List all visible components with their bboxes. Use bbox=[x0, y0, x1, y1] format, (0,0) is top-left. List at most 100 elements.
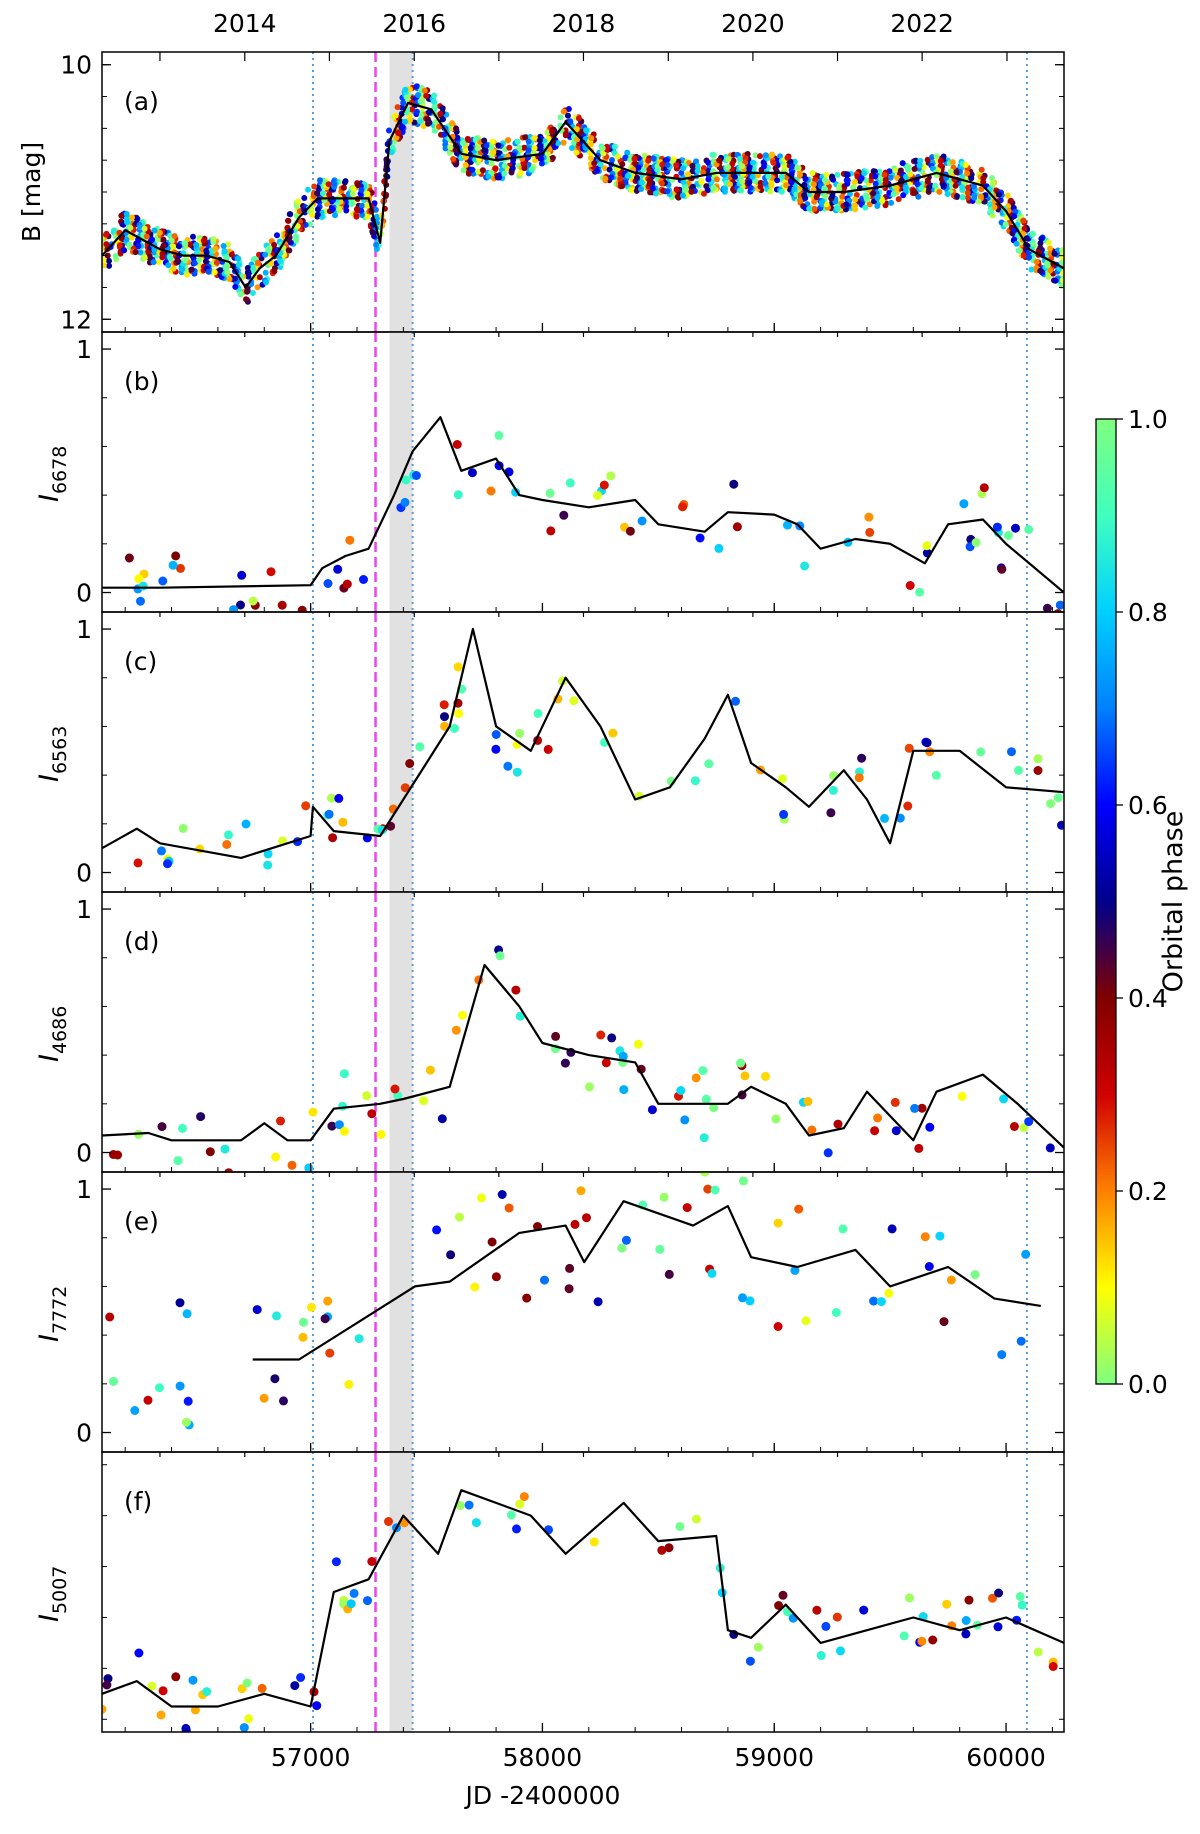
data-point bbox=[588, 135, 595, 142]
data-point bbox=[452, 440, 462, 449]
data-point bbox=[778, 173, 785, 180]
data-point bbox=[866, 201, 873, 208]
data-point bbox=[331, 1557, 341, 1567]
data-point bbox=[736, 155, 743, 162]
data-point bbox=[870, 1126, 880, 1136]
data-point bbox=[911, 189, 918, 196]
data-point bbox=[565, 106, 572, 112]
data-point bbox=[224, 830, 233, 840]
data-point bbox=[394, 104, 401, 111]
data-point bbox=[1048, 1662, 1058, 1671]
colorbar-tick-label: 0.8 bbox=[1128, 598, 1168, 627]
data-point bbox=[171, 233, 178, 239]
data-point bbox=[738, 1293, 747, 1303]
panel-plot-area bbox=[102, 1452, 1064, 1732]
data-point bbox=[423, 92, 430, 99]
data-point bbox=[882, 202, 889, 209]
data-point bbox=[277, 600, 287, 610]
data-point bbox=[811, 205, 818, 212]
data-point bbox=[757, 183, 764, 190]
data-point bbox=[439, 700, 449, 710]
data-point bbox=[193, 241, 200, 248]
data-point bbox=[411, 119, 418, 126]
shaded-band bbox=[389, 1172, 413, 1452]
data-point bbox=[709, 151, 716, 158]
colorbar bbox=[1095, 418, 1117, 1385]
data-point bbox=[308, 1107, 318, 1117]
data-point bbox=[646, 177, 653, 184]
data-point bbox=[124, 219, 130, 226]
data-point bbox=[641, 152, 648, 159]
data-point bbox=[178, 823, 188, 833]
data-point bbox=[1016, 1336, 1026, 1346]
data-point bbox=[245, 269, 251, 276]
data-point bbox=[713, 176, 720, 183]
data-point bbox=[732, 173, 738, 180]
data-point bbox=[587, 141, 594, 148]
data-point bbox=[936, 188, 943, 195]
data-point bbox=[320, 1314, 330, 1324]
data-point bbox=[299, 1317, 308, 1327]
panel-plot-area bbox=[105, 1149, 1041, 1452]
data-point bbox=[254, 284, 261, 291]
data-point bbox=[836, 1646, 845, 1656]
data-point bbox=[348, 201, 355, 207]
data-point bbox=[725, 156, 732, 163]
data-point bbox=[745, 1656, 755, 1666]
data-point bbox=[1003, 531, 1013, 540]
data-point bbox=[287, 1160, 297, 1170]
data-point bbox=[293, 235, 300, 242]
data-point bbox=[619, 161, 626, 168]
data-point bbox=[536, 137, 543, 144]
data-point bbox=[265, 246, 272, 253]
data-point bbox=[852, 196, 859, 203]
data-point bbox=[451, 1025, 461, 1035]
data-point bbox=[136, 596, 145, 606]
data-point bbox=[1057, 820, 1064, 830]
data-point bbox=[458, 1010, 467, 1020]
data-point bbox=[401, 118, 408, 125]
data-point bbox=[861, 170, 868, 177]
data-point bbox=[907, 171, 914, 178]
data-point bbox=[697, 1149, 706, 1158]
data-point bbox=[342, 178, 349, 185]
data-point bbox=[257, 1683, 267, 1693]
data-point bbox=[689, 168, 696, 175]
data-point bbox=[489, 138, 496, 145]
data-point bbox=[545, 488, 555, 498]
data-point bbox=[250, 256, 257, 263]
data-point bbox=[263, 279, 269, 286]
smoothed-curve bbox=[252, 1200, 1041, 1361]
data-point bbox=[593, 490, 602, 500]
data-point bbox=[679, 192, 686, 199]
data-point bbox=[103, 241, 110, 248]
data-point bbox=[997, 1350, 1007, 1360]
panel-frame bbox=[101, 611, 1065, 893]
data-point bbox=[102, 1680, 112, 1690]
data-point bbox=[694, 163, 701, 170]
top-year-label: 2018 bbox=[552, 9, 616, 38]
data-point bbox=[1007, 197, 1014, 204]
y-axis-label: I5007 bbox=[34, 1566, 71, 1622]
data-point bbox=[836, 183, 843, 189]
data-point bbox=[812, 176, 819, 183]
data-point bbox=[689, 163, 696, 169]
data-point bbox=[339, 1069, 349, 1079]
data-point bbox=[399, 124, 405, 131]
data-point bbox=[432, 119, 439, 126]
data-point bbox=[811, 198, 818, 205]
data-point bbox=[290, 1681, 300, 1691]
data-point bbox=[509, 165, 516, 172]
data-point bbox=[147, 1681, 157, 1691]
data-point bbox=[392, 112, 399, 119]
smoothed-curve bbox=[102, 416, 1064, 594]
data-point bbox=[455, 1501, 465, 1510]
data-point bbox=[263, 860, 273, 870]
data-point bbox=[538, 160, 545, 167]
colorbar-tick-label: 1.0 bbox=[1128, 405, 1168, 434]
data-point bbox=[797, 197, 804, 204]
data-point bbox=[437, 1114, 447, 1124]
data-point bbox=[450, 156, 457, 162]
data-point bbox=[538, 155, 545, 162]
